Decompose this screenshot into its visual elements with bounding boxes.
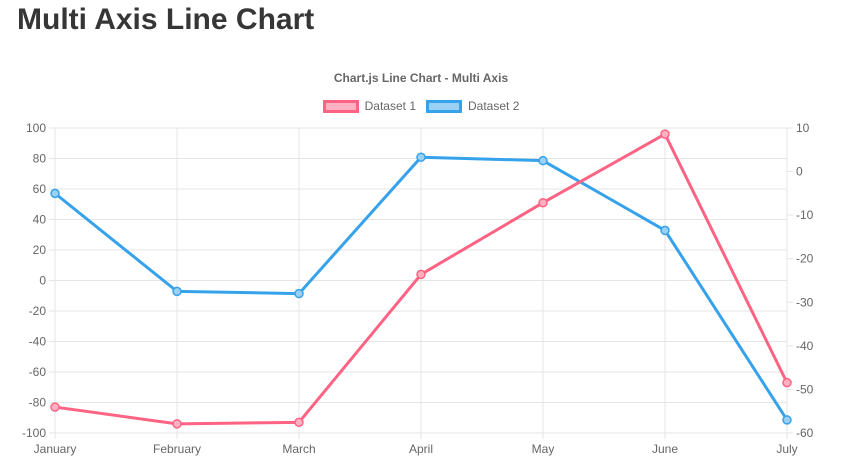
- data-point-dataset-2[interactable]: [416, 152, 426, 162]
- legend-label-dataset-1: Dataset 1: [364, 99, 416, 113]
- right-axis-tick-label: -40: [796, 339, 814, 353]
- page-title: Multi Axis Line Chart: [17, 3, 315, 36]
- right-axis-tick-label: -20: [796, 252, 814, 266]
- left-axis-tick-label: -40: [29, 335, 47, 349]
- chart-canvas: 100806040200-20-40-60-80-100100-10-20-30…: [22, 121, 814, 456]
- x-axis-label: July: [776, 442, 797, 456]
- left-axis-tick-label: 80: [33, 152, 47, 166]
- left-axis-tick-label: 40: [33, 213, 47, 227]
- data-point-dataset-2[interactable]: [782, 415, 792, 425]
- right-axis-tick-label: -10: [796, 208, 814, 222]
- left-axis-tick-label: -100: [22, 426, 46, 440]
- data-point-dataset-1[interactable]: [172, 419, 182, 429]
- data-point-dataset-2[interactable]: [172, 286, 182, 297]
- data-point-dataset-1[interactable]: [416, 269, 426, 280]
- chart-title: Chart.js Line Chart - Multi Axis: [333, 71, 509, 85]
- right-axis-tick-label: -30: [796, 295, 814, 309]
- x-axis-label: January: [34, 442, 77, 456]
- left-axis-tick-label: -20: [29, 304, 47, 318]
- left-axis-tick-label: 100: [26, 121, 46, 135]
- x-axis-label: June: [652, 442, 678, 456]
- left-axis-tick-label: 60: [33, 182, 47, 196]
- x-axis-label: March: [282, 442, 315, 456]
- data-point-dataset-1[interactable]: [294, 417, 304, 428]
- legend-swatch-dataset-1: [322, 100, 359, 113]
- chart-legend: Dataset 1 Dataset 2: [0, 100, 842, 113]
- data-point-dataset-2[interactable]: [660, 225, 670, 236]
- legend-swatch-dataset-2: [426, 100, 462, 113]
- data-point-dataset-1[interactable]: [782, 377, 792, 388]
- legend-item-dataset-1[interactable]: Dataset 1: [322, 99, 416, 113]
- legend-label-dataset-2: Dataset 2: [468, 99, 520, 113]
- right-axis-tick-label: 0: [796, 165, 803, 179]
- right-axis-tick-label: 10: [796, 121, 810, 135]
- x-axis-label: April: [409, 442, 433, 456]
- legend-item-dataset-2[interactable]: Dataset 2: [426, 100, 519, 113]
- x-axis-label: February: [153, 442, 201, 456]
- data-point-dataset-1[interactable]: [660, 129, 670, 139]
- left-axis-tick-label: 0: [39, 274, 46, 288]
- x-axis-label: May: [532, 442, 555, 456]
- data-point-dataset-2[interactable]: [294, 288, 304, 299]
- data-point-dataset-1[interactable]: [538, 197, 548, 208]
- left-axis-tick-label: -80: [29, 396, 47, 410]
- left-axis-tick-label: -60: [29, 365, 47, 379]
- data-point-dataset-1[interactable]: [50, 402, 60, 412]
- right-axis-tick-label: -50: [796, 382, 814, 396]
- data-point-dataset-2[interactable]: [538, 155, 548, 166]
- left-axis-tick-label: 20: [33, 243, 47, 257]
- right-axis-tick-label: -60: [796, 426, 814, 440]
- data-point-dataset-2[interactable]: [50, 188, 60, 199]
